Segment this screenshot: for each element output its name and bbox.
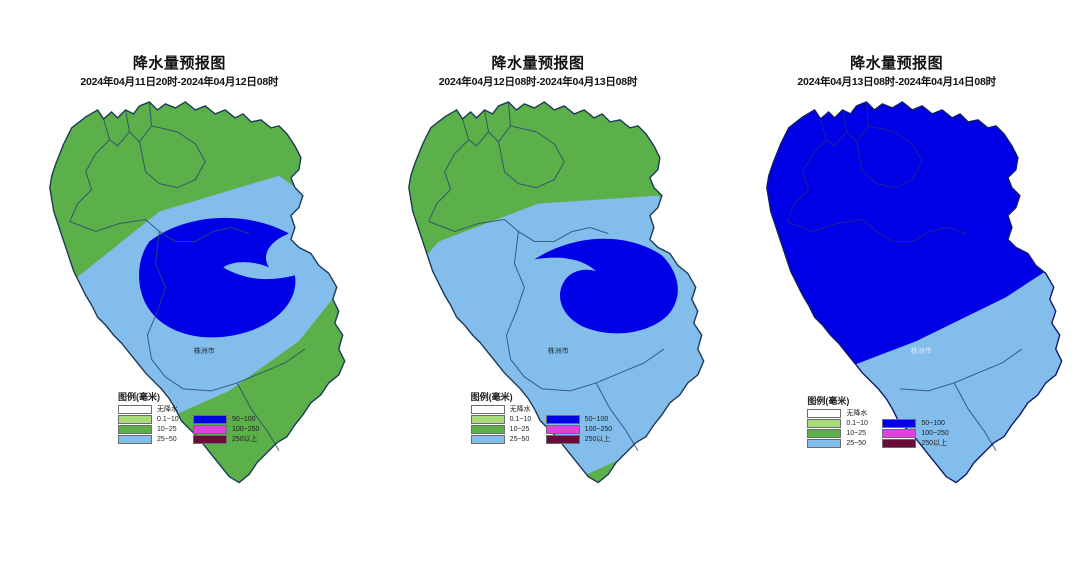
panel-1-period: 2024年04月11日20时-2024年04月12日08时: [80, 76, 279, 88]
panel-2-period: 2024年04月12日08时-2024年04月13日08时: [438, 76, 638, 88]
panel-1-map: 株洲市: [0, 92, 359, 492]
legend-swatch-25-50: [470, 435, 505, 444]
panel-2-center-label: 株洲市: [547, 346, 568, 355]
legend-swatch-25-50: [118, 435, 152, 444]
legend-swatch-100-250: [193, 425, 227, 434]
legend-title: 图例(毫米): [807, 396, 850, 406]
legend-label-50-100: 50~100: [921, 420, 945, 427]
legend-title: 图例(毫米): [470, 392, 513, 402]
legend-swatch-100-250: [882, 429, 917, 438]
legend-label-none: 无降水: [846, 410, 868, 417]
legend-swatch-none: [118, 405, 152, 414]
panel-1-center-label: 株洲市: [194, 346, 215, 355]
legend-label-0-1-10: 0.1~10: [509, 416, 532, 423]
panel-2-title: 降水量预报图: [491, 55, 585, 72]
panel-1-legend: 图例(毫米) 无降水 0.1~10 50~100 10~25 100~250 2…: [118, 390, 268, 444]
legend-swatch-250-plus: [882, 439, 917, 448]
legend-row: 25~50 250以上: [470, 435, 621, 444]
legend-row-none: 无降水: [118, 405, 268, 414]
panel-2-outline: [407, 101, 705, 484]
legend-title: 图例(毫米): [118, 392, 160, 402]
panel-1-district-borders: [69, 101, 306, 451]
legend-label-250-plus: 250以上: [232, 436, 258, 443]
legend-label-10-25: 10~25: [846, 430, 867, 437]
legend-label-100-250: 100~250: [584, 426, 613, 433]
legend-label-0-1-10: 0.1~10: [157, 416, 179, 423]
panel-3-legend: 图例(毫米) 无降水 0.1~10 50~100 10~25 100~250 2…: [807, 394, 957, 448]
panel-2-legend: 图例(毫米) 无降水 0.1~10 50~100 10~25 100~250 2…: [470, 390, 621, 444]
legend-swatch-0-1-10: [470, 415, 505, 424]
panel-2-district-borders: [427, 101, 664, 451]
forecast-panel-1: 降水量预报图 2024年04月11日20时-2024年04月12日08时: [0, 0, 359, 564]
legend-swatch-50-100: [882, 419, 917, 428]
legend-label-25-50: 25~50: [157, 436, 177, 443]
legend-label-0-1-10: 0.1~10: [846, 420, 868, 427]
legend-label-25-50: 25~50: [509, 436, 530, 443]
legend-label-100-250: 100~250: [921, 430, 949, 437]
legend-label-10-25: 10~25: [509, 426, 530, 433]
legend-label-10-25: 10~25: [157, 426, 177, 433]
panel-1-map-svg: 株洲市: [49, 101, 346, 484]
legend-row: 0.1~10 50~100: [470, 415, 621, 424]
panel-1-title: 降水量预报图: [132, 55, 226, 72]
legend-swatch-0-1-10: [807, 419, 842, 428]
panel-3-district-borders: [786, 101, 967, 242]
legend-label-none: 无降水: [157, 406, 178, 413]
legend-row-none: 无降水: [807, 409, 957, 418]
zone-50-100: [534, 238, 678, 334]
legend-swatch-none: [470, 405, 505, 414]
panel-3-center-label: 株洲市: [911, 346, 932, 355]
panel-2-map: 株洲市: [359, 92, 718, 492]
panel-3-period: 2024年04月13日08时-2024年04月14日08时: [797, 76, 996, 88]
legend-row: 25~50 250以上: [807, 439, 957, 448]
legend-swatch-10-25: [807, 429, 842, 438]
legend-row: 25~50 250以上: [118, 435, 268, 444]
legend-swatch-10-25: [118, 425, 152, 434]
panel-3-south-borders: [900, 348, 1023, 451]
legend-row-none: 无降水: [470, 405, 621, 414]
legend-label-100-250: 100~250: [232, 426, 260, 433]
legend-label-250-plus: 250以上: [921, 440, 948, 447]
legend-row: 10~25 100~250: [118, 425, 268, 434]
panel-3-title: 降水量预报图: [850, 55, 944, 72]
legend-row: 10~25 100~250: [807, 429, 957, 438]
panel-2-map-svg: 株洲市: [407, 101, 705, 484]
legend-swatch-50-100: [545, 415, 580, 424]
legend-swatch-10-25: [470, 425, 505, 434]
legend-row: 10~25 100~250: [470, 425, 621, 434]
panel-1-outline: [49, 101, 346, 484]
legend-swatch-25-50: [807, 439, 842, 448]
legend-swatch-50-100: [193, 415, 227, 424]
panel-3-outline: [766, 101, 1063, 484]
legend-label-250-plus: 250以上: [584, 436, 611, 443]
legend-swatch-250-plus: [545, 435, 580, 444]
zone-50-100: [139, 217, 296, 338]
legend-row: 0.1~10 50~100: [118, 415, 268, 424]
legend-swatch-100-250: [545, 425, 580, 434]
legend-swatch-none: [807, 409, 842, 418]
legend-label-50-100: 50~100: [584, 416, 609, 423]
legend-row: 0.1~10 50~100: [807, 419, 957, 428]
legend-label-25-50: 25~50: [846, 440, 867, 447]
legend-label-none: 无降水: [509, 406, 531, 413]
legend-swatch-250-plus: [193, 435, 227, 444]
legend-label-50-100: 50~100: [232, 416, 256, 423]
forecast-panel-3: 降水量预报图 2024年04月13日08时-2024年04月14日08时: [717, 0, 1076, 564]
legend-swatch-0-1-10: [118, 415, 152, 424]
forecast-panel-2: 降水量预报图 2024年04月12日08时-2024年04月13日08时: [359, 0, 718, 564]
